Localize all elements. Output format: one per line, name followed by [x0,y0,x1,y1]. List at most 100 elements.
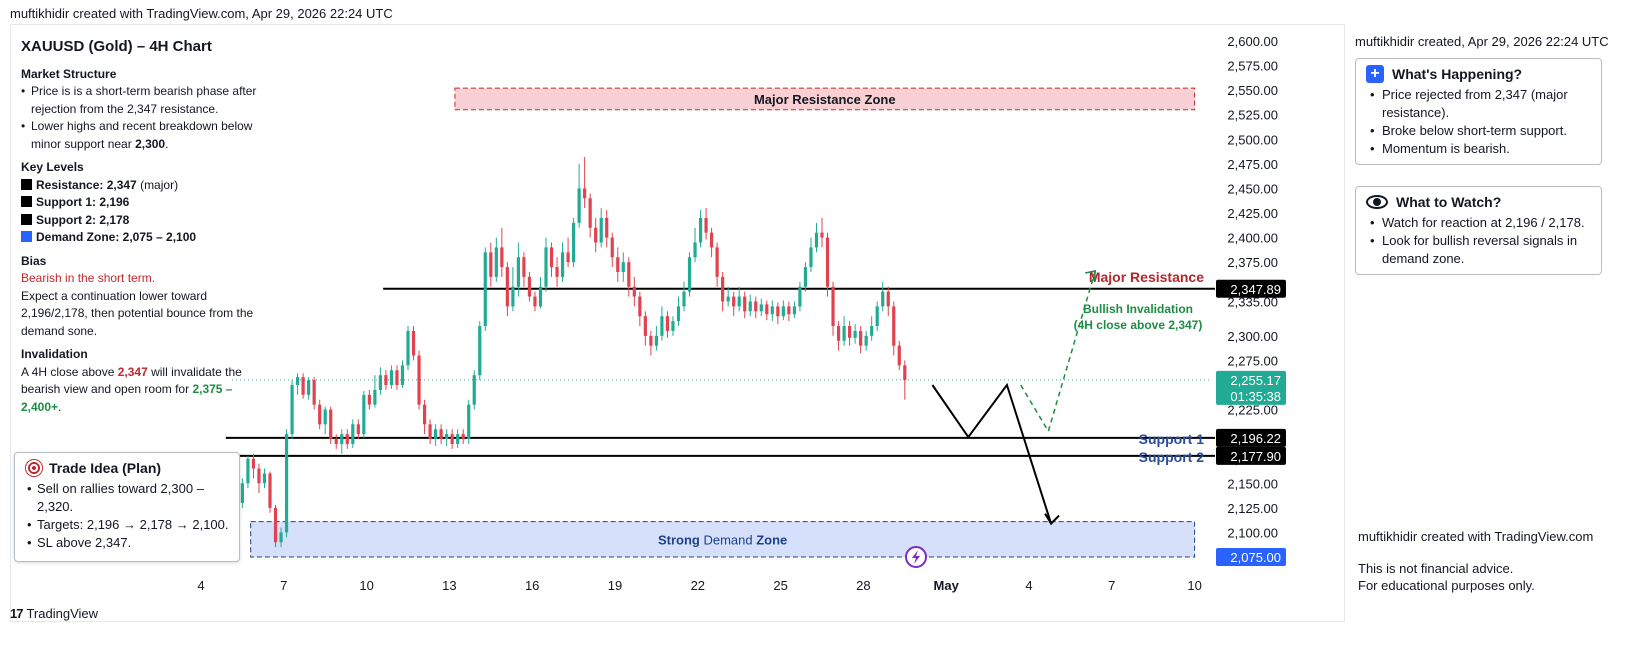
candle [445,429,449,446]
candle [803,262,808,292]
whats-happening-item: Broke below short-term support. [1366,122,1591,140]
price-tick-label: 2,400.00 [1227,231,1278,246]
candle [682,281,686,312]
key-level-resistance: Resistance: 2,347 (major) [21,177,261,195]
candle-body [704,217,708,233]
candle-body [251,458,256,469]
candle-body [544,247,548,287]
candle-body [527,276,532,297]
candle [897,340,901,371]
date-tick-label: 13 [442,578,456,593]
candle-body [406,330,410,366]
candle [434,424,438,446]
square-icon [21,196,32,207]
price-tick-label: 2,375.00 [1227,255,1278,270]
candle-body [279,532,283,543]
right-panel: muftikhidir created, Apr 29, 2026 22:24 … [1345,24,1632,622]
candle-body [726,296,730,302]
top-attribution: muftikhidir created with TradingView.com… [10,6,393,21]
price-badge: 2,177.90 [1216,446,1286,465]
zones-layer: Major Resistance Zone Strong Demand Zone [250,87,1196,568]
candle-body [643,316,647,336]
candle [450,429,454,449]
candle-body [400,365,405,385]
candle-body [864,335,868,346]
candle [671,316,675,336]
candle [814,222,819,253]
candle-body [395,370,399,385]
candle [301,373,305,399]
candle [533,291,537,312]
lightning-icon-bolt [912,550,920,564]
bearish-arrow-head [1044,513,1060,526]
candle [273,504,278,548]
candle-body [329,409,333,440]
invalidation-text: A 4H close above 2,347 will invalidate t… [21,364,242,414]
market-structure-item: Price is is a short-term bearish phase a… [21,83,261,118]
bullish-invalidation-sublabel: (4H close above 2,347) [1074,318,1203,332]
candle [831,281,835,336]
candle [577,163,581,228]
candle [903,360,907,400]
candle [522,252,526,287]
candle-body [516,257,520,287]
trade-idea-list: Sell on rallies toward 2,300 – 2,320. Ta… [25,480,229,552]
candle-body [340,434,344,444]
whats-happening-list: Price rejected from 2,347 (major resista… [1366,86,1591,158]
candle-body [301,377,305,395]
candle [367,389,371,410]
candle-body [572,222,576,263]
candle-body [698,217,703,243]
candle-body [538,286,543,307]
candle [842,316,846,346]
price-axis[interactable]: 2,600.00 2,575.00 2,550.00 2,525.00 2,500.00… [1227,34,1278,565]
candle [886,286,890,317]
chart-title: XAUUSD (Gold) – 4H Chart [21,38,212,55]
candle-body [737,296,741,307]
candle [704,208,708,240]
price-badge: 2,196.22 [1216,428,1286,447]
candle [875,301,879,331]
market-structure-list: Price is is a short-term bearish phase a… [21,83,261,153]
level-label: Major Resistance [1089,269,1204,285]
price-tick-label: 2,600.00 [1227,34,1278,49]
candle [616,247,620,282]
candle-body [803,267,808,287]
candle-body [511,286,515,307]
whats-happening-item: Momentum is bearish. [1366,140,1591,158]
candle-body [836,326,841,341]
date-tick-label: 10 [1187,578,1201,593]
level-label: Support 1 [1139,431,1205,447]
candle [632,276,636,307]
candle [560,242,565,282]
candle [621,252,625,282]
candle-body [870,326,874,336]
candle-body [754,301,758,312]
date-tick-label: 19 [608,578,622,593]
candle-body [472,375,476,405]
candle [836,321,841,351]
time-axis[interactable]: 4 7 10 13 16 19 22 25 28 May 4 7 10 [197,578,1201,593]
price-badge-bg [1216,548,1286,566]
tradingview-logo[interactable]: 17 TradingView [10,606,99,621]
candle [505,262,509,317]
candle [781,300,785,321]
candle [417,350,421,410]
demand-zone [250,521,1196,558]
date-tick-label: May [934,578,960,593]
candle-body [439,429,443,440]
resistance-zone [454,87,1196,111]
date-tick-label: 7 [1108,578,1115,593]
candle [527,271,532,302]
candle [638,291,642,327]
annotations-layer: Bullish Invalidation (4H close above 2,34… [1074,302,1203,332]
candle-body [522,257,526,277]
candle [395,365,399,390]
candle [389,365,394,389]
disclaimer-line-1: This is not financial advice. [1358,561,1514,576]
trade-idea-item: Targets: 2,196 → 2,178 → 2,100. [25,516,229,534]
candle-body [478,326,482,376]
candle [853,324,857,344]
candle [594,217,598,253]
